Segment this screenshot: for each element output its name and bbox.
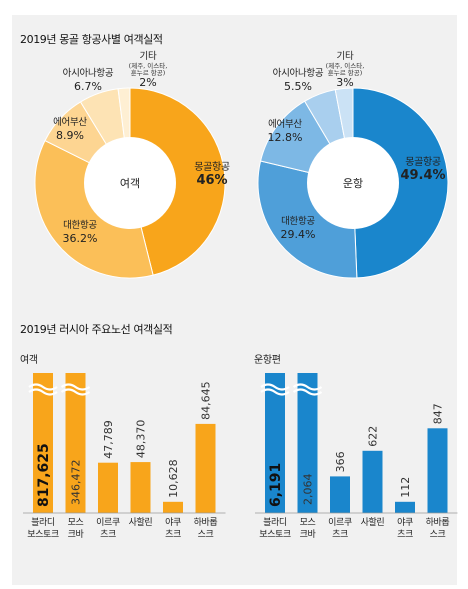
bar bbox=[33, 373, 53, 513]
bar bbox=[330, 476, 350, 513]
slice-value-label: 46% bbox=[196, 173, 227, 188]
section2-title: 2019년 러시아 주요노선 여객실적 bbox=[20, 323, 173, 336]
bar-category-label: 츠크 bbox=[165, 529, 181, 540]
axis-break-mark bbox=[28, 383, 58, 391]
bar-category-label: 모스 bbox=[300, 517, 316, 528]
slice-value-label: 49.4% bbox=[400, 168, 445, 183]
bar bbox=[163, 501, 183, 513]
slice-name-label: 기타 bbox=[337, 51, 354, 62]
bar-category-label: 하바롭 bbox=[194, 517, 218, 528]
slice-name-label: 몽골항공 bbox=[194, 161, 230, 173]
axis-break-mark bbox=[60, 383, 91, 391]
bar-category-label: 야쿠 bbox=[165, 517, 181, 528]
slice-note-label: (제주, 이스타, bbox=[129, 61, 168, 70]
axis-break-mark bbox=[292, 388, 323, 396]
slice-name-label: 아시아나항공 bbox=[63, 68, 114, 79]
bar-category-label: 츠크 bbox=[397, 529, 413, 540]
bar-category-label: 이르쿠 bbox=[96, 517, 120, 528]
slice-value-label: 8.9% bbox=[56, 129, 84, 142]
bar-category-label: 츠크 bbox=[100, 529, 116, 540]
slice-note-label: 훈누르 항공) bbox=[131, 68, 166, 77]
bar bbox=[362, 450, 383, 513]
bar-value-label: 2,064 bbox=[302, 474, 315, 506]
slice-name-label: 에어부산 bbox=[53, 117, 87, 128]
bar-passenger-subtitle: 여객 bbox=[20, 355, 38, 366]
bar-category-label: 블라디 bbox=[31, 517, 55, 528]
donut-slice bbox=[129, 87, 226, 276]
bar-category-label: 하바롭 bbox=[426, 517, 450, 528]
slice-name-label: 대한항공 bbox=[63, 220, 97, 231]
bar-category-label: 블라디 bbox=[263, 517, 287, 528]
bar-value-label: 622 bbox=[367, 426, 380, 447]
slice-name-label: 에어부산 bbox=[268, 119, 302, 130]
bar-category-label: 스크 bbox=[430, 529, 446, 540]
bar bbox=[265, 373, 285, 513]
bar bbox=[130, 462, 151, 513]
donut-slice bbox=[352, 87, 449, 279]
slice-value-label: 2% bbox=[139, 76, 156, 89]
bar-value-label: 847 bbox=[432, 403, 445, 424]
bar-value-label: 84,645 bbox=[200, 381, 213, 420]
bar bbox=[195, 423, 216, 513]
slice-value-label: 5.5% bbox=[284, 80, 312, 93]
bar bbox=[98, 462, 118, 513]
bar bbox=[65, 373, 86, 513]
bar-value-label: 817,625 bbox=[36, 443, 52, 507]
slice-value-label: 36.2% bbox=[63, 232, 98, 245]
bar-value-label: 366 bbox=[334, 451, 347, 472]
bar-value-label: 112 bbox=[399, 477, 412, 498]
donut-hole bbox=[307, 137, 399, 229]
axis-break-mark bbox=[60, 388, 91, 396]
bar-category-label: 츠크 bbox=[332, 529, 348, 540]
slice-value-label: 3% bbox=[336, 76, 353, 89]
bar-category-label: 크바 bbox=[68, 529, 85, 540]
axis-break-mark bbox=[292, 383, 323, 391]
bar-value-label: 47,789 bbox=[102, 420, 115, 459]
section1-title: 2019년 몽골 항공사별 여객실적 bbox=[20, 33, 163, 46]
bar-category-label: 모스 bbox=[68, 517, 84, 528]
donut-center-label: 운항 bbox=[343, 177, 363, 190]
bar-category-label: 야쿠 bbox=[397, 517, 413, 528]
donut-center-label: 여객 bbox=[120, 177, 140, 190]
bar bbox=[427, 428, 448, 513]
slice-value-label: 6.7% bbox=[74, 80, 102, 93]
bar-value-label: 10,628 bbox=[167, 459, 180, 498]
slice-name-label: 아시아나항공 bbox=[273, 68, 324, 79]
slice-note-label: 훈누르 항공) bbox=[328, 68, 363, 77]
bar-category-label: 스크 bbox=[198, 529, 214, 540]
bar-flights-subtitle: 운항편 bbox=[254, 355, 281, 366]
bar bbox=[297, 373, 318, 513]
axis-break-mark bbox=[260, 383, 290, 391]
slice-name-label: 몽골항공 bbox=[405, 156, 441, 168]
bar-category-label: 보스토크 bbox=[259, 529, 291, 540]
bar-category-label: 사할린 bbox=[361, 517, 385, 528]
bar-value-label: 346,472 bbox=[70, 460, 83, 506]
slice-name-label: 기타 bbox=[140, 51, 157, 62]
axis-break-mark bbox=[260, 388, 290, 396]
bar-category-label: 이르쿠 bbox=[328, 517, 352, 528]
slice-name-label: 대한항공 bbox=[281, 216, 315, 227]
bar-value-label: 6,191 bbox=[268, 463, 284, 507]
axis-break-mark bbox=[28, 388, 58, 396]
donut-hole bbox=[84, 137, 176, 229]
slice-value-label: 29.4% bbox=[281, 228, 316, 241]
bar-category-label: 사할린 bbox=[129, 517, 153, 528]
bar bbox=[395, 501, 415, 513]
bar-category-label: 크바 bbox=[300, 529, 317, 540]
bar-chart-passenger: 817,625블라디보스토크346,472모스크바47,789이르쿠츠크48,3… bbox=[23, 373, 226, 540]
slice-value-label: 12.8% bbox=[268, 131, 303, 144]
bar-value-label: 48,370 bbox=[135, 420, 148, 459]
bar-category-label: 보스토크 bbox=[27, 529, 59, 540]
bar-chart-flights: 6,191블라디보스토크2,064모스크바366이르쿠츠크622사할린112야쿠… bbox=[255, 373, 458, 540]
slice-note-label: (제주, 이스타, bbox=[326, 61, 365, 70]
